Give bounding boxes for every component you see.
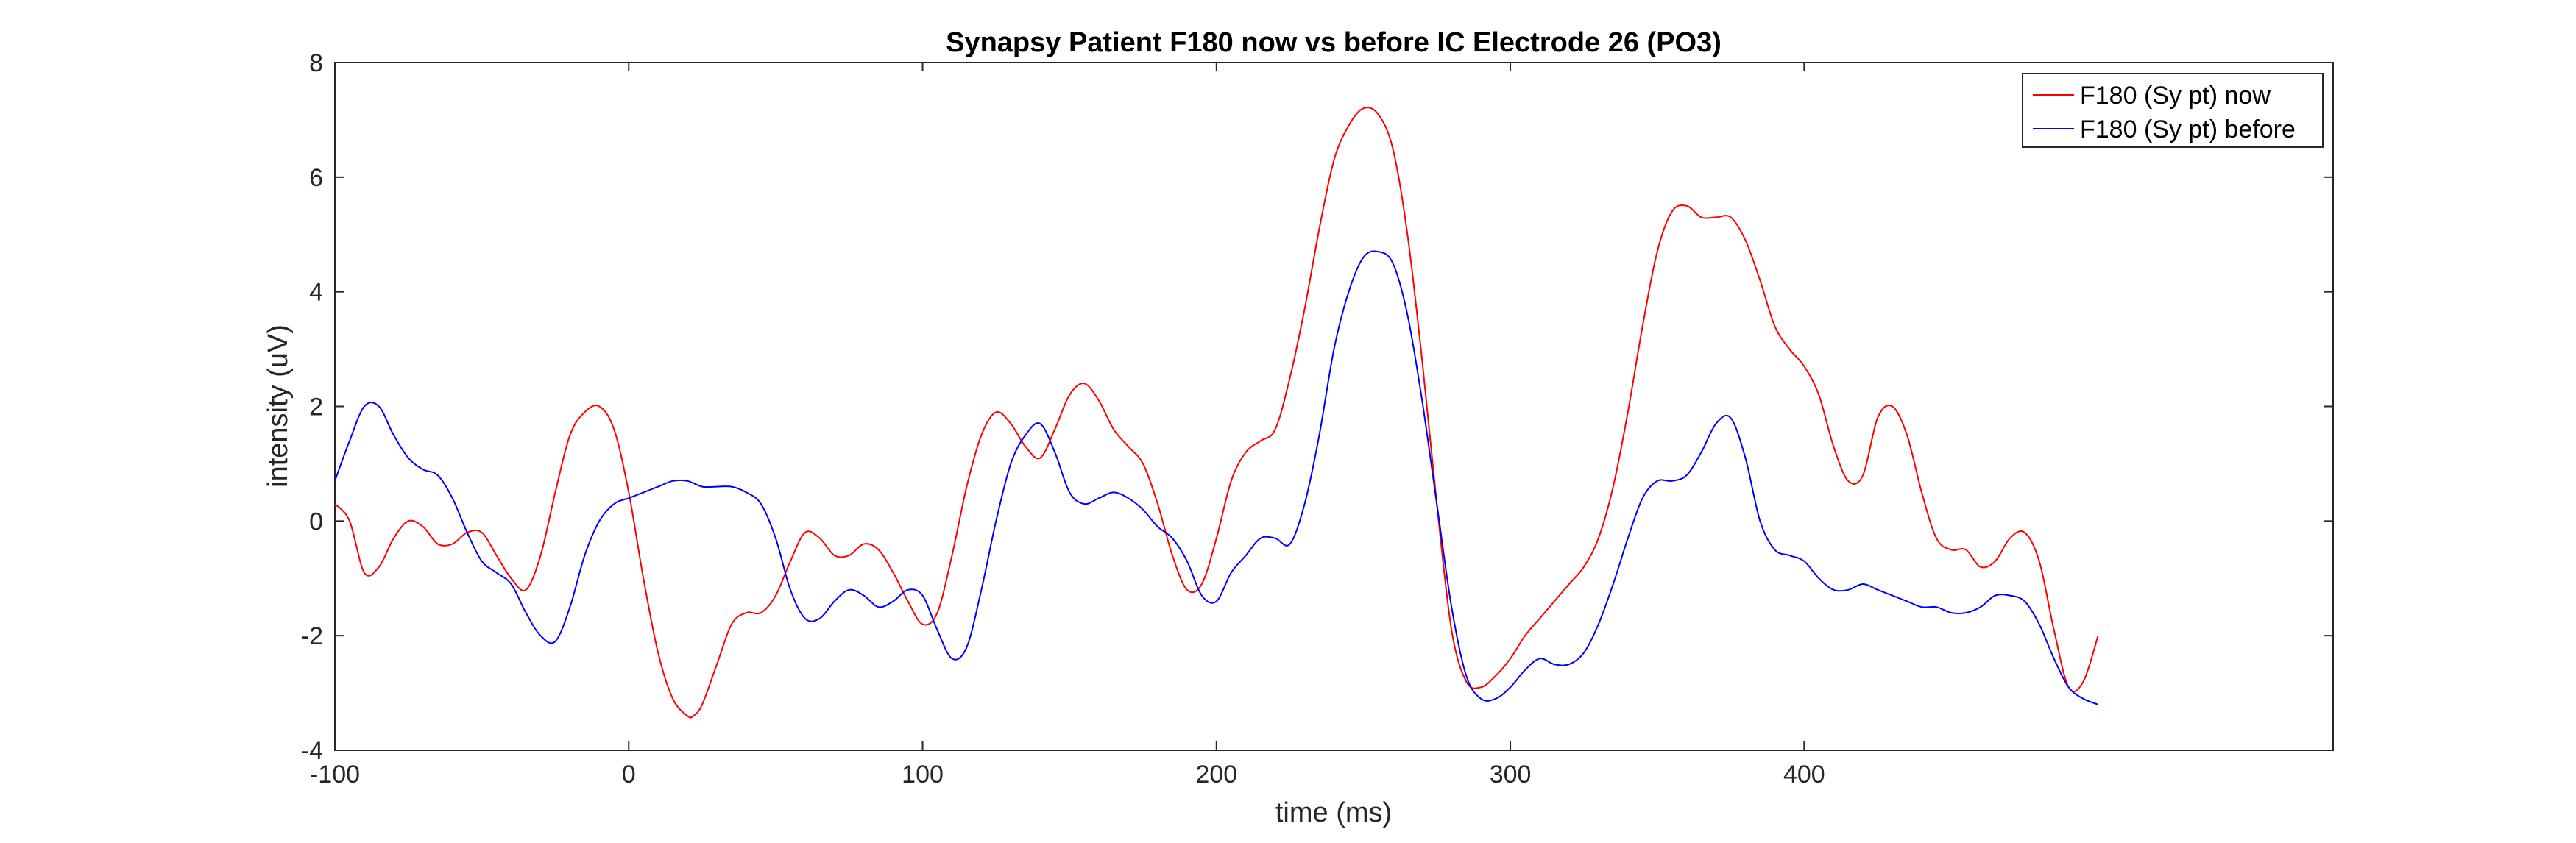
x-tick-label: 200	[1195, 761, 1237, 789]
x-tick-label: 300	[1490, 761, 1532, 789]
series-line-1	[334, 250, 2098, 705]
y-axis-label: intensity (uV)	[263, 324, 294, 488]
legend-label-now: F180 (Sy pt) now	[2080, 82, 2271, 110]
legend-box	[2022, 73, 2324, 148]
x-tick-label: 0	[622, 761, 636, 789]
y-tick-label: 0	[309, 508, 323, 536]
legend: F180 (Sy pt) now F180 (Sy pt) before	[2022, 73, 2324, 148]
plot-area	[334, 62, 2334, 751]
y-tick-label: -2	[301, 622, 323, 650]
x-axis-label: time (ms)	[1275, 797, 1392, 828]
chart-title: Synapsy Patient F180 now vs before IC El…	[946, 27, 1722, 58]
legend-label-before: F180 (Sy pt) before	[2080, 115, 2296, 143]
x-tick-label: 400	[1783, 761, 1825, 789]
y-tick-label: 8	[309, 49, 323, 77]
series-lines	[334, 107, 2099, 719]
x-tick-label: 100	[902, 761, 944, 789]
x-tick-label: -100	[310, 761, 360, 789]
y-tick-label: -4	[301, 737, 323, 765]
y-tick-label: 4	[309, 279, 323, 307]
x-axis-ticks: -100 0 100 200 300 400	[310, 63, 1825, 789]
series-line-0	[334, 107, 2099, 719]
y-tick-label: 6	[309, 164, 323, 192]
y-tick-label: 2	[309, 394, 323, 422]
y-axis-ticks: -4 -2 0 2 4 6 8	[301, 49, 2333, 765]
